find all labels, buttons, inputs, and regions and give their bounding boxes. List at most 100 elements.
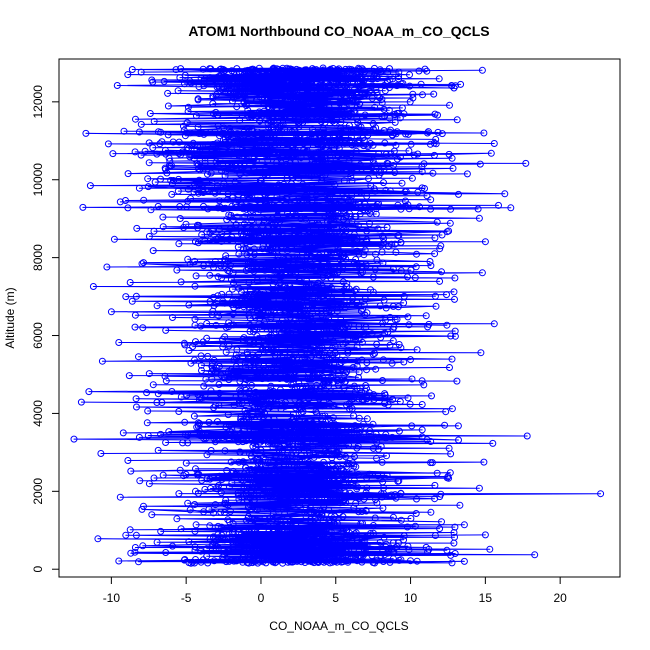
- data-point: [382, 304, 390, 312]
- data-point: [162, 377, 170, 385]
- data-point: [264, 374, 272, 382]
- data-point: [315, 106, 323, 114]
- data-point: [205, 505, 213, 513]
- data-point: [340, 206, 348, 214]
- data-point: [282, 456, 290, 464]
- data-point: [153, 538, 161, 546]
- data-point: [191, 559, 198, 567]
- data-point: [317, 237, 325, 245]
- data-point: [249, 292, 257, 300]
- data-point: [421, 185, 428, 192]
- data-point: [378, 493, 386, 501]
- data-point: [421, 65, 429, 73]
- data-point: [162, 439, 170, 446]
- data-point: [236, 163, 244, 171]
- data-point: [277, 552, 285, 560]
- data-point: [234, 302, 242, 310]
- data-point: [371, 187, 379, 195]
- data-point: [355, 495, 363, 502]
- data-point: [324, 98, 332, 106]
- data-point: [196, 147, 204, 155]
- data-point: [162, 549, 170, 556]
- data-point: [361, 331, 369, 339]
- data-point: [212, 364, 220, 372]
- data-point: [450, 288, 458, 296]
- data-point: [257, 373, 265, 381]
- data-point: [365, 88, 373, 95]
- data-point: [305, 395, 313, 403]
- data-point: [416, 203, 423, 211]
- data-point: [267, 325, 275, 332]
- data-point: [240, 98, 248, 106]
- data-point: [384, 549, 392, 557]
- data-point: [386, 558, 394, 566]
- data-point: [120, 127, 128, 135]
- data-point: [431, 532, 439, 539]
- data-point: [338, 558, 345, 566]
- data-point: [417, 80, 425, 88]
- data-point: [250, 267, 258, 275]
- data-point: [288, 462, 295, 470]
- data-point: [450, 529, 458, 536]
- data-point: [236, 448, 244, 456]
- data-point: [275, 464, 283, 472]
- data-point: [348, 169, 355, 177]
- data-point: [251, 259, 259, 267]
- data-point: [348, 217, 356, 225]
- data-point: [200, 382, 208, 390]
- data-point: [280, 256, 288, 264]
- data-point: [186, 260, 194, 268]
- data-point: [275, 181, 283, 189]
- data-point: [270, 557, 278, 565]
- data-point: [208, 368, 215, 376]
- data-point: [324, 218, 331, 226]
- data-point: [202, 434, 210, 442]
- data-point: [275, 552, 282, 560]
- data-point: [431, 250, 439, 258]
- data-point: [317, 100, 325, 108]
- data-point: [323, 191, 331, 199]
- y-tick-label: 2000: [31, 478, 45, 505]
- data-point: [281, 101, 288, 109]
- data-point: [299, 180, 307, 188]
- data-point: [131, 148, 139, 156]
- data-point: [229, 546, 237, 554]
- data-point: [333, 352, 341, 360]
- data-point: [223, 216, 231, 224]
- data-point: [276, 375, 284, 382]
- data-point: [413, 557, 421, 565]
- data-point: [329, 213, 337, 221]
- data-point: [266, 129, 274, 137]
- data-point: [154, 446, 162, 454]
- data-point: [244, 558, 251, 566]
- data-point: [251, 250, 258, 258]
- data-point: [424, 323, 432, 331]
- data-point: [308, 469, 316, 477]
- data-point: [310, 349, 318, 356]
- data-point: [175, 240, 183, 248]
- data-point: [225, 376, 233, 384]
- data-point: [349, 203, 357, 210]
- data-point: [336, 499, 344, 507]
- data-point: [408, 174, 416, 182]
- data-point: [292, 295, 300, 302]
- data-point: [276, 522, 284, 529]
- data-point: [221, 172, 229, 180]
- data-point: [350, 477, 358, 484]
- data-point: [363, 366, 370, 374]
- data-point: [438, 231, 446, 239]
- data-point: [351, 453, 358, 461]
- data-point: [378, 458, 386, 466]
- data-point: [418, 168, 426, 176]
- data-point: [200, 262, 208, 270]
- data-point: [330, 338, 338, 346]
- data-point: [212, 158, 220, 166]
- data-point: [127, 467, 135, 475]
- data-point: [274, 500, 282, 508]
- data-point: [190, 188, 198, 196]
- data-point: [244, 166, 252, 174]
- data-point: [325, 506, 333, 514]
- data-point: [352, 529, 360, 537]
- data-point: [236, 377, 244, 385]
- data-point: [320, 458, 328, 466]
